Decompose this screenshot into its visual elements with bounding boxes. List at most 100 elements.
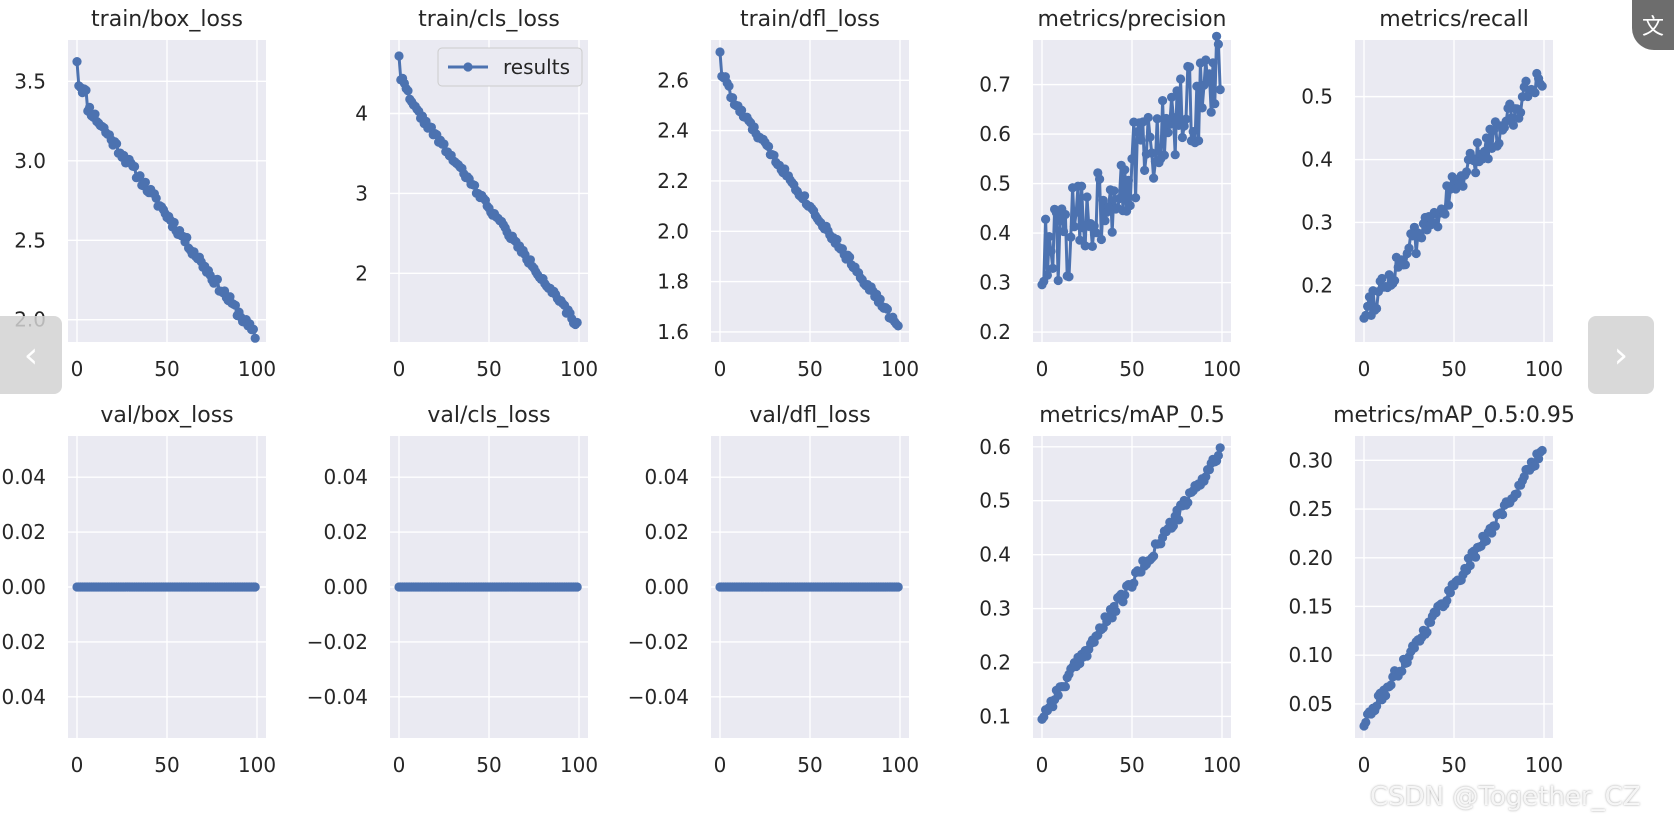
x-tick-label: 0 xyxy=(393,753,406,777)
y-tick-label: 0.3 xyxy=(979,271,1011,295)
y-tick-label: 2.0 xyxy=(657,219,689,243)
data-point xyxy=(1519,472,1529,482)
data-point xyxy=(1183,498,1193,508)
x-tick-label: 50 xyxy=(476,753,501,777)
chart-metrics-map-0-5-0-95: 0 50 100 0.05 0.10 0.15 0.20 0.25 0.30metrics/mA… xyxy=(1288,403,1574,777)
data-point xyxy=(1048,702,1058,712)
y-tick-label: 0.15 xyxy=(1288,594,1333,618)
data-point xyxy=(1363,301,1373,311)
data-point xyxy=(1530,461,1540,471)
data-point xyxy=(1120,590,1130,600)
x-tick-label: 50 xyxy=(1119,357,1144,381)
next-image-button[interactable]: › xyxy=(1588,316,1654,394)
data-point xyxy=(151,193,161,203)
chart-title: train/dfl_loss xyxy=(740,7,880,32)
y-tick-label: 0.6 xyxy=(979,435,1011,459)
x-tick-label: 0 xyxy=(1036,753,1049,777)
y-tick-label: 0.2 xyxy=(979,320,1011,344)
data-point xyxy=(715,47,725,57)
y-tick-label: 0.4 xyxy=(979,543,1011,567)
x-tick-label: 100 xyxy=(881,357,919,381)
y-tick-label: 0.04 xyxy=(1,465,46,489)
data-point xyxy=(1168,521,1178,531)
x-tick-label: 50 xyxy=(476,357,501,381)
x-tick-label: 100 xyxy=(1525,357,1563,381)
data-point xyxy=(1060,682,1070,692)
x-tick-label: 100 xyxy=(238,357,276,381)
data-point xyxy=(403,86,413,96)
data-point xyxy=(1372,303,1382,314)
data-point xyxy=(1465,560,1475,571)
data-point xyxy=(1444,200,1454,210)
data-point xyxy=(1212,31,1222,41)
data-point xyxy=(1170,150,1180,160)
x-tick-label: 0 xyxy=(1036,357,1049,381)
data-point xyxy=(1201,472,1211,482)
x-tick-label: 100 xyxy=(560,357,598,381)
data-point xyxy=(1384,270,1394,280)
x-tick-label: 0 xyxy=(1358,357,1371,381)
data-point xyxy=(1445,588,1455,598)
y-tick-label: 1.6 xyxy=(657,320,689,344)
data-point xyxy=(1185,62,1195,72)
chart-metrics-precision: 0 50 100 0.2 0.3 0.4 0.5 0.6 0.7 metrics/precisio… xyxy=(979,7,1241,381)
y-tick-label: 2.6 xyxy=(657,68,689,92)
data-point xyxy=(875,294,885,304)
data-point xyxy=(1064,272,1074,282)
data-point xyxy=(1206,107,1216,117)
data-point xyxy=(1433,222,1443,232)
translate-button[interactable]: 文 xyxy=(1632,0,1674,50)
data-point xyxy=(1204,69,1214,79)
y-tick-label: 0.00 xyxy=(644,575,689,599)
y-tick-label: 0.5 xyxy=(1301,85,1333,109)
data-point xyxy=(1172,86,1182,96)
previous-image-button[interactable]: ‹ xyxy=(0,316,62,394)
data-point xyxy=(1442,596,1452,606)
data-point xyxy=(1075,235,1085,245)
data-point xyxy=(1213,450,1223,461)
data-point xyxy=(1127,154,1137,164)
data-point xyxy=(572,582,582,592)
data-point xyxy=(1194,136,1204,146)
y-tick-label: 3.0 xyxy=(14,149,46,173)
chart-train-cls-loss: 0 50 100 2 3 4 train/cls_loss xyxy=(355,7,598,381)
y-tick-label: 2.4 xyxy=(657,119,689,143)
y-tick-label: 0.02 xyxy=(323,520,368,544)
data-point xyxy=(1163,128,1173,138)
data-point xyxy=(1530,88,1540,98)
data-point xyxy=(1179,121,1189,131)
y-tick-label: 0.10 xyxy=(1288,643,1333,667)
data-point xyxy=(1114,193,1124,204)
data-point xyxy=(1201,55,1211,65)
data-point xyxy=(85,102,95,112)
y-tick-label: 0.7 xyxy=(979,73,1011,97)
data-point xyxy=(1158,96,1168,106)
x-tick-label: 0 xyxy=(71,753,84,777)
data-point xyxy=(1111,606,1121,617)
data-point xyxy=(1098,195,1108,205)
y-tick-label: 0.1 xyxy=(979,704,1011,728)
y-tick-label: 2 xyxy=(355,261,368,285)
data-point xyxy=(1483,154,1493,164)
data-point xyxy=(1080,241,1090,251)
y-tick-label: −0.02 xyxy=(0,630,46,654)
y-tick-label: 1.8 xyxy=(657,270,689,294)
data-point xyxy=(1213,39,1223,49)
data-point xyxy=(1053,690,1063,701)
legend: results xyxy=(437,47,583,87)
y-tick-label: 3.5 xyxy=(14,69,46,93)
y-tick-label: 3 xyxy=(355,181,368,205)
legend-label: results xyxy=(503,55,570,79)
data-point xyxy=(832,234,842,245)
data-point xyxy=(1096,234,1106,245)
data-point xyxy=(81,85,91,95)
data-point xyxy=(1104,202,1114,212)
y-tick-label: 2.5 xyxy=(14,228,46,252)
data-point xyxy=(1131,193,1141,203)
data-point xyxy=(1521,76,1531,86)
data-point xyxy=(1091,228,1101,238)
chart-title: train/box_loss xyxy=(91,7,243,32)
y-tick-label: 0.05 xyxy=(1288,692,1333,716)
